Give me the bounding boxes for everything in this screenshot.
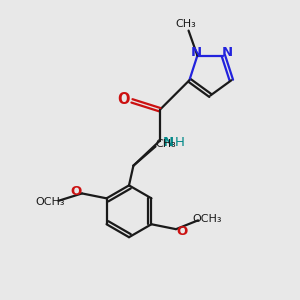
- Text: O: O: [117, 92, 130, 107]
- Text: H: H: [175, 136, 185, 148]
- Text: O: O: [177, 225, 188, 238]
- Text: CH₃: CH₃: [155, 139, 176, 148]
- Text: O: O: [70, 184, 81, 198]
- Text: N: N: [190, 46, 202, 59]
- Text: OCH₃: OCH₃: [35, 197, 65, 207]
- Text: N: N: [163, 136, 174, 148]
- Text: N: N: [221, 46, 233, 59]
- Text: OCH₃: OCH₃: [193, 214, 222, 224]
- Text: CH₃: CH₃: [175, 19, 196, 29]
